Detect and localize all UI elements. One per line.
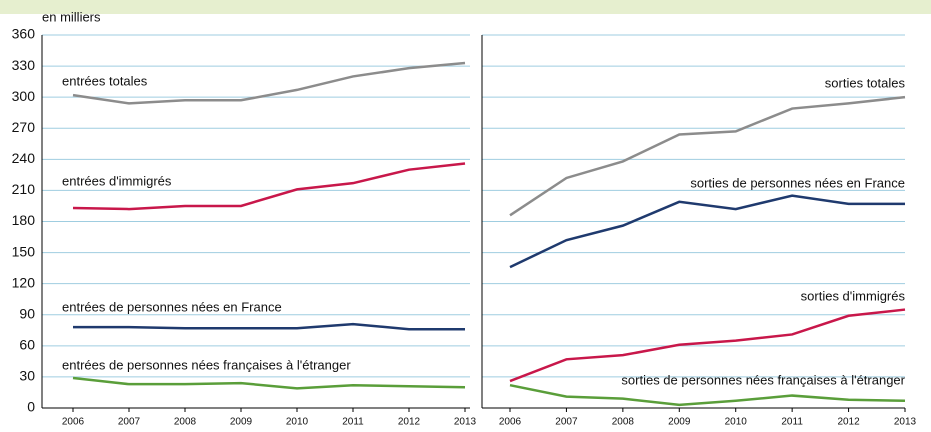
y-tick-label: 180 [12,212,36,228]
x-tick-label: 2013 [454,417,477,428]
x-tick-label: 2011 [342,417,364,428]
y-tick-label: 90 [19,305,35,321]
y-tick-label: 270 [12,119,36,135]
y-tick-label: 120 [12,274,36,290]
series-line [72,162,466,211]
x-tick-label: 2007 [555,417,578,428]
header-band [0,0,931,14]
y-axis-label: en milliers [42,9,101,24]
x-tick-label: 2007 [118,417,141,428]
x-tick-label: 2013 [894,417,917,428]
x-tick-label: 2008 [174,417,197,428]
x-tick-label: 2009 [668,417,691,428]
x-tick-label: 2006 [62,417,85,428]
series-line [509,383,906,407]
series-line [73,322,465,331]
x-tick-label: 2011 [781,417,803,428]
x-tick-label: 2012 [398,417,421,428]
series-label: sorties d'immigrés [801,288,906,303]
series-line [509,194,905,269]
y-tick-label: 300 [12,88,36,104]
x-tick-label: 2010 [725,417,748,428]
x-tick-label: 2010 [286,417,309,428]
series-line [509,308,906,383]
x-tick-label: 2006 [499,417,522,428]
x-tick-label: 2009 [230,417,253,428]
y-tick-label: 150 [12,243,36,259]
x-tick-label: 2012 [837,417,860,428]
series-label: entrées de personnes nées en France [62,299,282,314]
y-tick-label: 360 [12,26,36,42]
series-line [72,376,466,390]
series-label: sorties de personnes nées françaises à l… [621,372,905,387]
series-label: entrées de personnes nées françaises à l… [62,357,351,372]
series-label: entrées totales [62,73,148,88]
series-label: entrées d'immigrés [62,173,172,188]
y-tick-label: 60 [19,337,35,353]
y-tick-label: 0 [27,399,35,415]
series-label: sorties totales [825,75,906,90]
y-tick-label: 240 [12,150,36,166]
x-tick-label: 2008 [612,417,635,428]
y-tick-label: 30 [19,368,35,384]
series-label: sorties de personnes nées en France [690,175,905,190]
y-tick-label: 210 [12,181,36,197]
series-line [509,95,906,217]
y-tick-label: 330 [12,57,36,73]
series-line [72,61,466,105]
